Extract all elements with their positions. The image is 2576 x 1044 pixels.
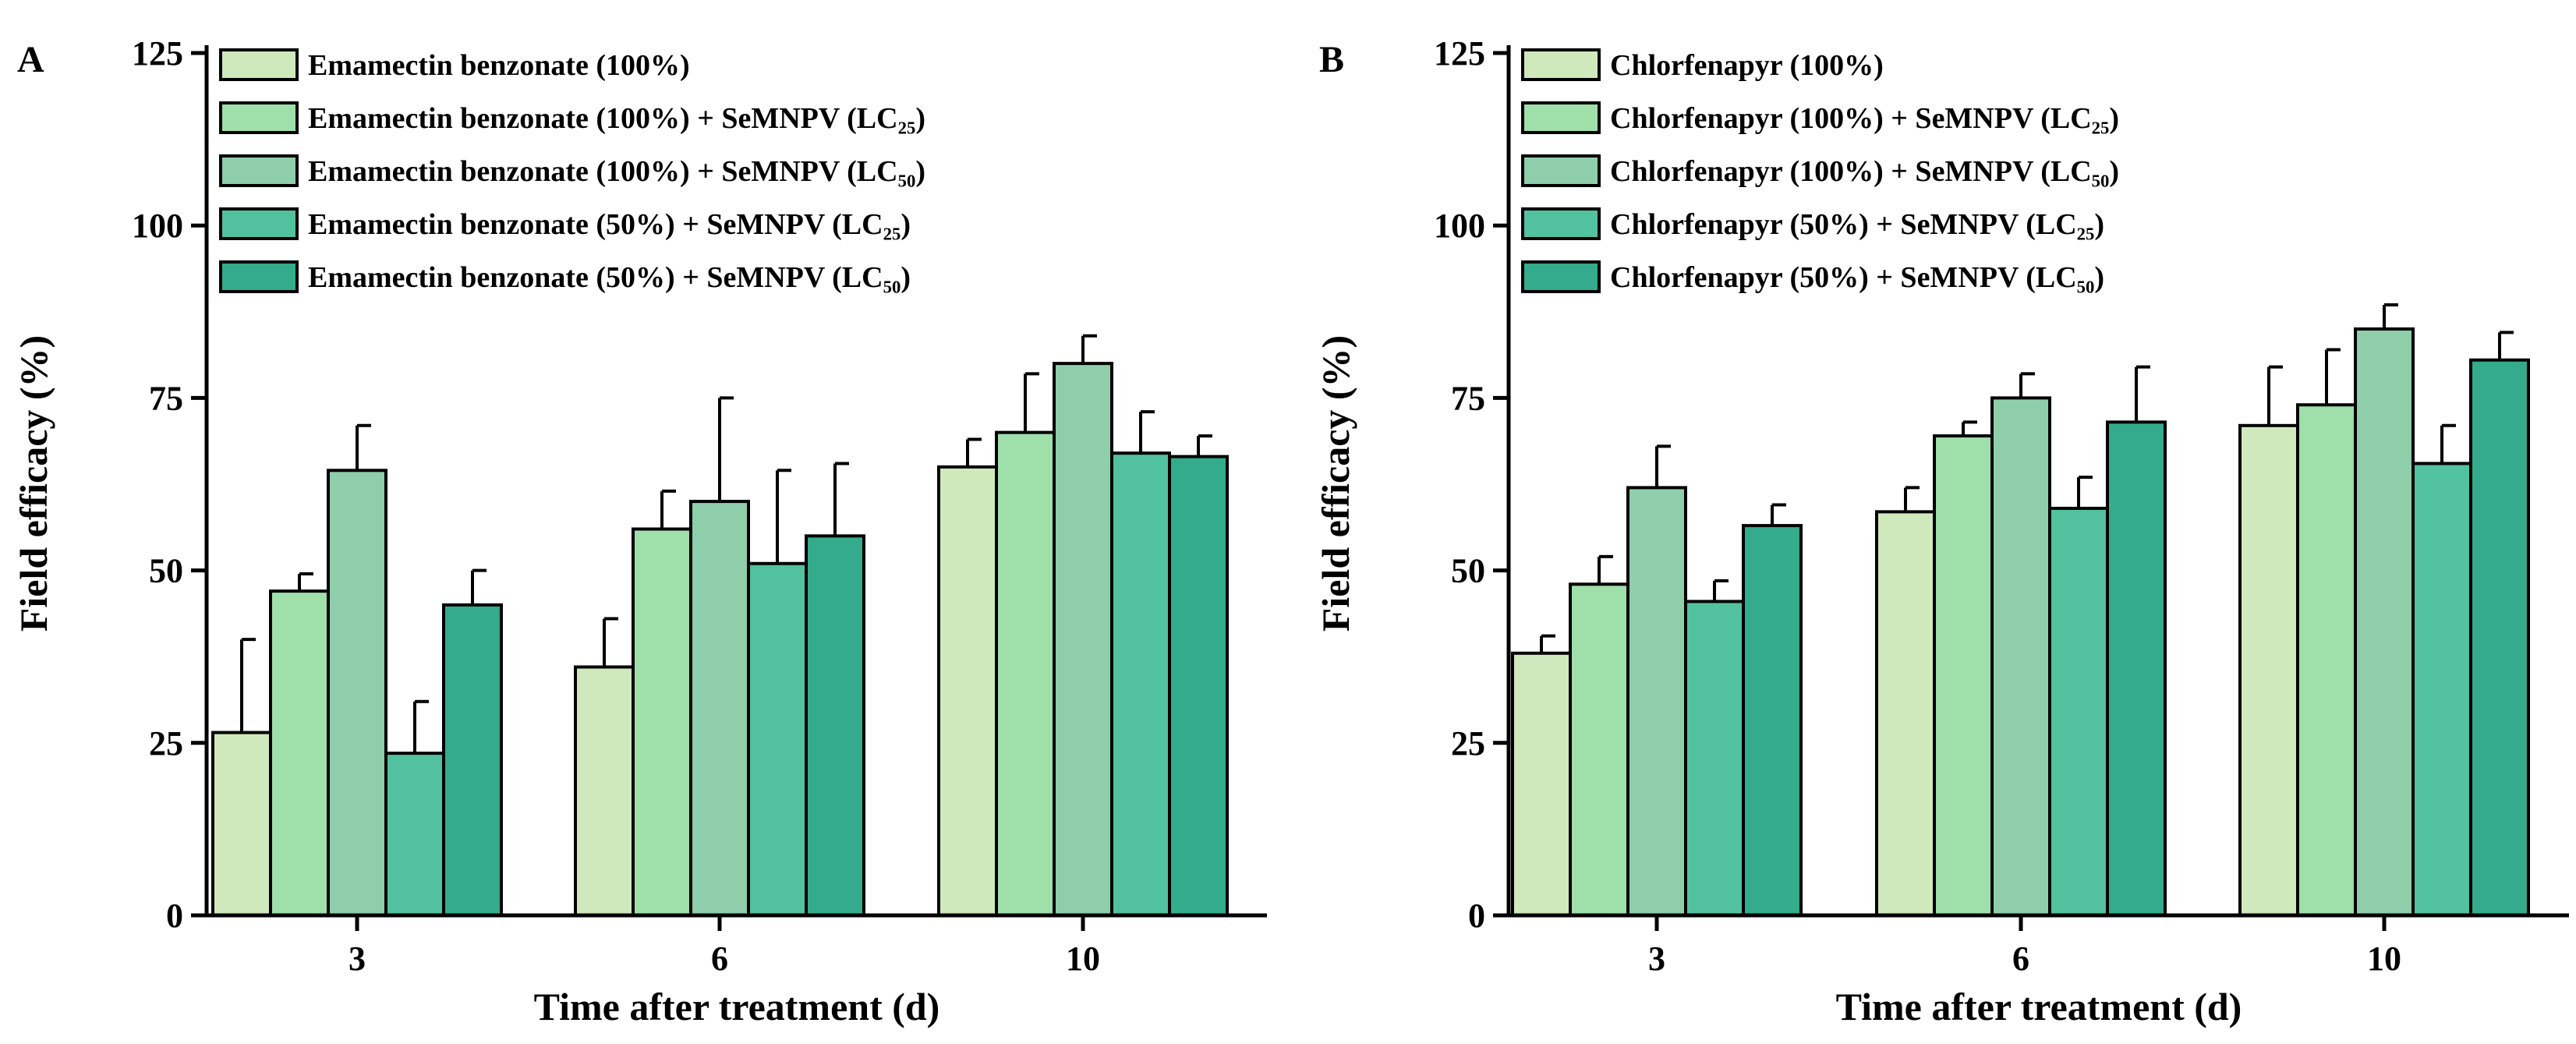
legend-entry-1: Emamectin benzonate (100%) [308,49,690,82]
legend-swatch-2 [219,101,299,134]
bar-10-series-1 [2238,423,2299,917]
legend-swatch-5 [219,260,299,293]
bar-6-series-4 [747,561,808,917]
y-tick-label-125: 125 [1434,34,1485,73]
legend-entry-4: Chlorfenapyr (50%) + SeMNPV (LC₂₅) [1610,208,2104,241]
x-axis-title: Time after treatment (d) [1836,985,2242,1028]
bar-6-series-5 [805,534,865,917]
legend-swatch-1 [219,48,299,81]
y-tick-label-0: 0 [166,897,183,935]
y-tick-label-25: 25 [149,724,183,763]
y-tick-label-50: 50 [1451,552,1485,590]
bar-10-series-5 [2469,358,2530,917]
legend-entry-3: Chlorfenapyr (100%) + SeMNPV (LC₅₀) [1610,155,2119,188]
legend-swatch-4 [219,207,299,240]
bar-6-series-1 [574,665,635,917]
panel-label-a: A [17,39,44,80]
bar-3-series-1 [1511,651,1572,917]
y-axis-title: Field efficacy (%) [12,335,55,632]
x-axis-title: Time after treatment (d) [534,985,940,1028]
panel-label-b: B [1319,39,1344,80]
bar-10-series-2 [2296,403,2357,917]
y-tick-label-25: 25 [1451,724,1485,763]
bar-3-series-3 [327,469,387,917]
y-tick-label-100: 100 [132,207,183,245]
legend-entry-4: Emamectin benzonate (50%) + SeMNPV (LC₂₅… [308,208,911,241]
bar-3-series-2 [269,589,330,917]
y-tick-label-100: 100 [1434,207,1485,245]
bar-6-series-4 [2048,506,2109,917]
legend-entry-1: Chlorfenapyr (100%) [1610,49,1884,82]
bar-6-series-1 [1875,510,1936,917]
y-tick-label-75: 75 [1451,379,1485,417]
panel-a-chart: A 0 25 50 75 100 125 3 6 10 Time after treatment … [12,34,1267,1028]
y-tick-label-50: 50 [149,552,183,590]
x-tick-label-3: 3 [349,940,366,978]
bar-10-series-3 [2354,327,2415,918]
bar-10-series-4 [1110,451,1171,917]
legend-entry-5: Chlorfenapyr (50%) + SeMNPV (LC₅₀) [1610,261,2104,294]
bar-10-series-1 [937,465,998,917]
bar-10-series-4 [2411,462,2472,917]
x-tick-label-6: 6 [2012,940,2029,978]
y-tick-label-0: 0 [1468,897,1485,935]
panel-b-chart: B 0 25 50 75 100 125 3 6 10 Time after treatment … [1314,34,2569,1028]
bar-6-series-2 [1933,434,1994,917]
legend-swatch-1 [1521,48,1601,81]
x-tick-label-10: 10 [2367,940,2401,978]
bar-3-series-4 [384,752,445,918]
x-tick-label-6: 6 [711,940,728,978]
legend-swatch-2 [1521,101,1601,134]
legend-entry-2: Chlorfenapyr (100%) + SeMNPV (LC₂₅) [1610,102,2119,135]
legend-entry-5: Emamectin benzonate (50%) + SeMNPV (LC₅₀… [308,261,911,294]
legend-swatch-3 [1521,154,1601,187]
bar-10-series-2 [995,430,1056,917]
legend-entry-3: Emamectin benzonate (100%) + SeMNPV (LC₅… [308,155,925,188]
bar-3-series-1 [211,731,272,918]
legend-swatch-5 [1521,260,1601,293]
bar-6-series-3 [1990,396,2051,917]
legend-swatch-4 [1521,207,1601,240]
legend-entry-2: Emamectin benzonate (100%) + SeMNPV (LC₂… [308,102,925,135]
bar-3-series-5 [1742,524,1803,917]
bar-3-series-4 [1684,600,1745,918]
y-tick-label-75: 75 [149,379,183,417]
bar-3-series-2 [1569,582,1629,918]
bar-10-series-5 [1168,455,1229,917]
y-tick-label-125: 125 [132,34,183,73]
y-axis-title: Field efficacy (%) [1314,335,1357,632]
bar-6-series-2 [632,527,692,918]
x-tick-label-10: 10 [1066,940,1100,978]
bar-3-series-5 [442,603,503,918]
legend-swatch-3 [219,154,299,187]
x-tick-label-3: 3 [1648,940,1665,978]
bar-3-series-3 [1626,486,1687,917]
bar-6-series-5 [2106,420,2167,917]
bar-10-series-3 [1053,362,1113,918]
bar-6-series-3 [689,500,750,917]
